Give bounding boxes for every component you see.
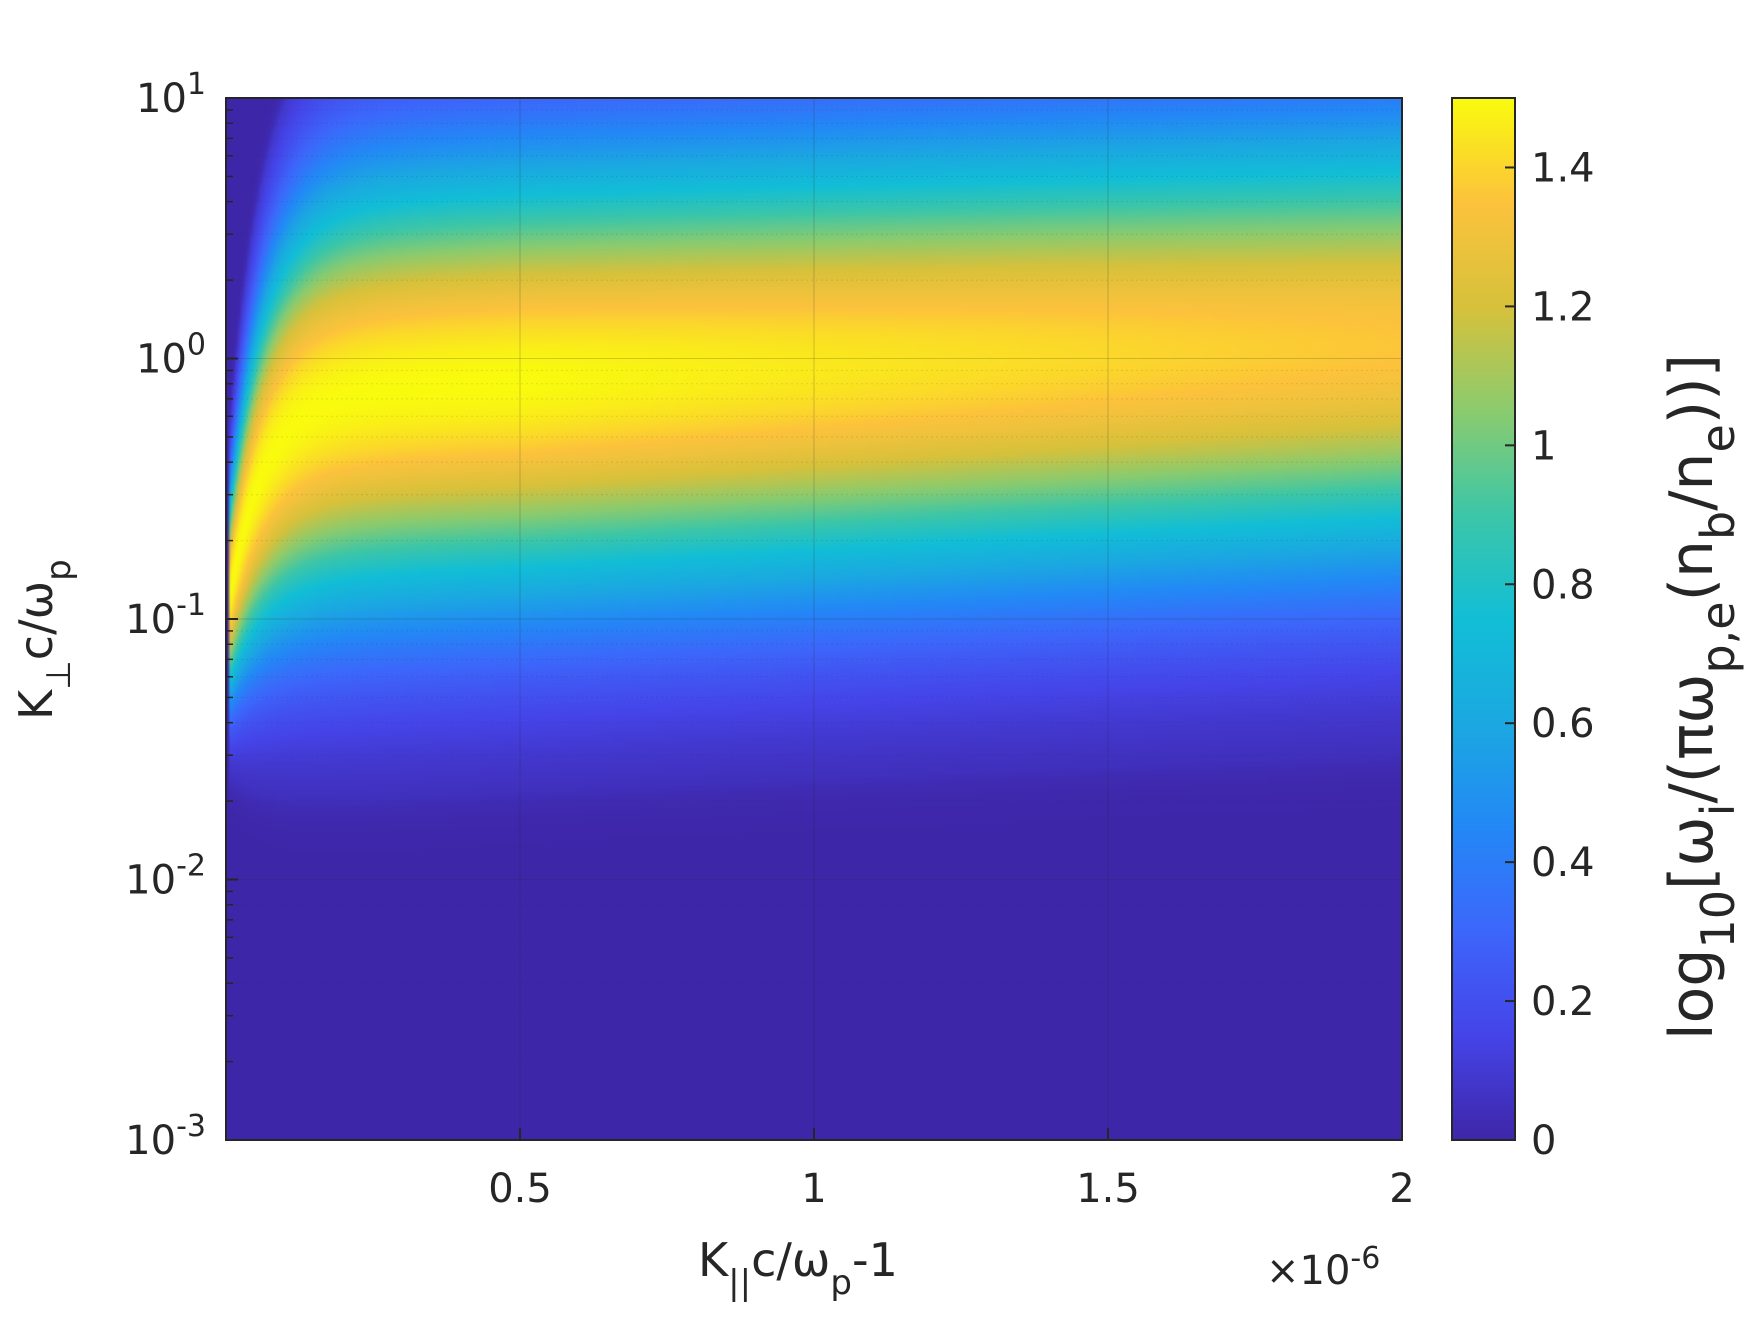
colorbar-tick-label: 1.2 [1531, 284, 1595, 330]
y-tick-label: 10-2 [125, 849, 206, 904]
colorbar-tick-label: 0.2 [1531, 979, 1595, 1025]
colorbar-ticks: 0 0.2 0.4 0.6 0.8 1 1.2 1.4 [1505, 145, 1595, 1164]
x-tick-label: 0.5 [488, 1166, 552, 1212]
colorbar-tick-label: 1 [1531, 423, 1556, 469]
x-tick-label: 2 [1389, 1166, 1414, 1212]
x-axis-multiplier: ×10-6 [1266, 1241, 1380, 1294]
colorbar-tick-label: 0.6 [1531, 701, 1595, 747]
x-multiplier-exp: -6 [1350, 1241, 1380, 1276]
colorbar-tick-label: 0.4 [1531, 840, 1595, 886]
x-axis-ticks: 0.5 1 1.5 2 [488, 1128, 1415, 1212]
colorbar [1451, 97, 1516, 1141]
x-tick-label: 1.5 [1076, 1166, 1140, 1212]
y-tick-label: 101 [136, 67, 206, 122]
heatmap-image [226, 98, 1402, 1140]
y-tick-label: 10-3 [125, 1109, 206, 1164]
y-axis-ticks: 10-3 10-2 10-1 100 101 [125, 67, 238, 1164]
x-axis-label: K||c/ωp-1 [698, 1233, 898, 1303]
x-multiplier-times: ×10 [1266, 1248, 1350, 1294]
grid-layer [226, 98, 1402, 1141]
colorbar-tick-label: 1.4 [1531, 145, 1595, 191]
colorbar-tick-label: 0.8 [1531, 562, 1595, 608]
y-tick-label: 10-1 [125, 588, 206, 643]
colorbar-label: log10[ωi/(πωp,e(nb/ne))] [1657, 354, 1745, 1040]
y-axis-label: K⊥c/ωp [9, 559, 79, 720]
colorbar-tick-label: 0 [1531, 1118, 1556, 1164]
y-tick-label: 100 [136, 328, 206, 383]
x-tick-label: 1 [801, 1166, 826, 1212]
